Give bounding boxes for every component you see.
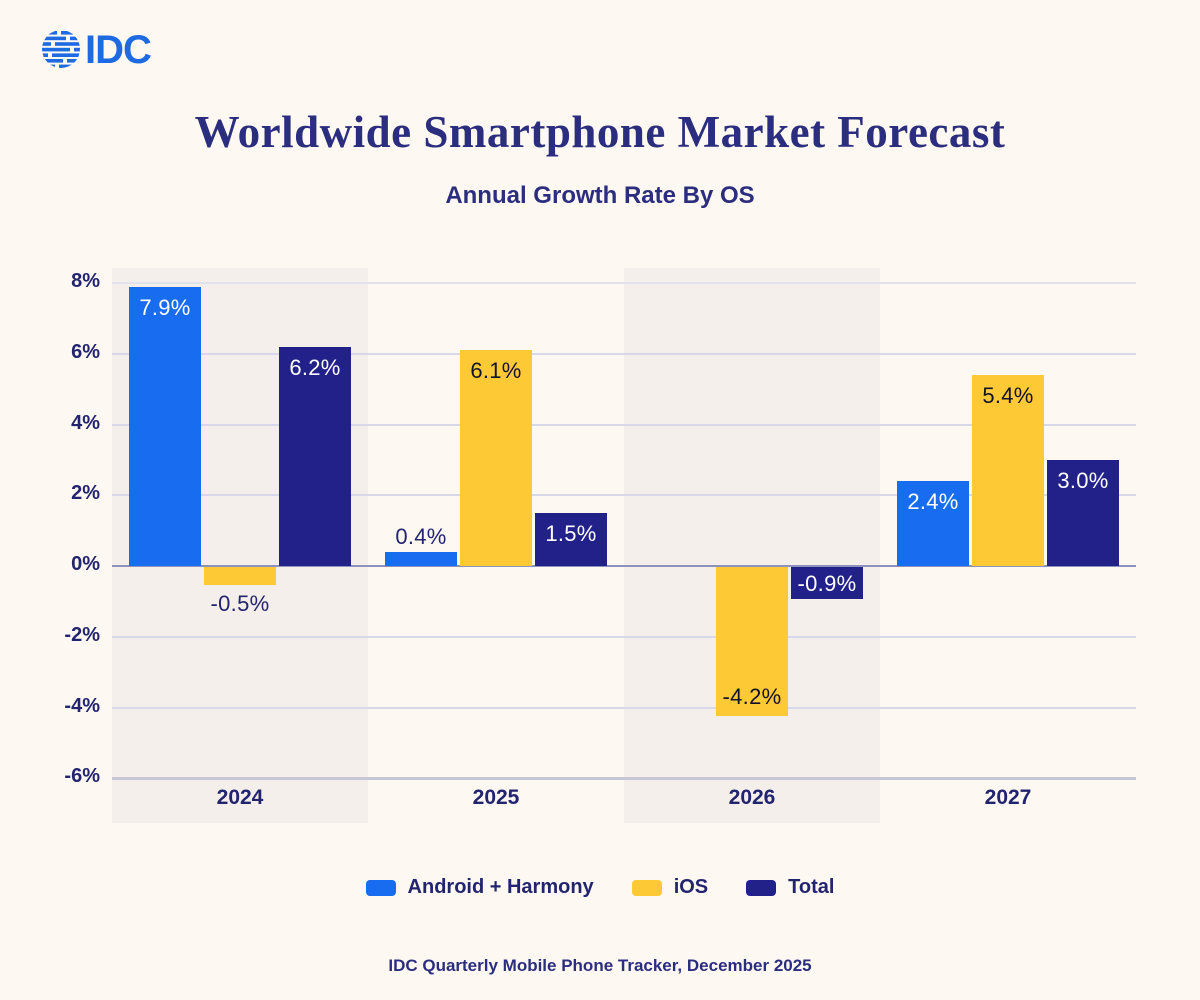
bar-value-label-android-harmony-2025: 0.4% (395, 523, 447, 549)
y-axis-tick-6pct: 6% (71, 340, 100, 363)
gridline-4pct (112, 423, 1136, 426)
bar-value-label-ios-2027: 5.4% (982, 382, 1034, 408)
bar-chart-plot-area: 8% 6% 4% 2% 0% -2% -4% -6% 2024 2025 2026 2027 7.9% 0… (64, 268, 1136, 825)
gridline--4pct (112, 706, 1136, 709)
x-axis-label-2025: 2025 (472, 786, 520, 809)
bar-value-label-ios-2025: 6.1% (470, 358, 522, 384)
gridline-8pct (112, 282, 1136, 284)
y-axis-tick-2pct: 2% (71, 482, 100, 505)
bar-android-harmony-2027 (897, 481, 969, 566)
legend-swatch-ios (631, 879, 662, 896)
idc-logo: IDC (40, 24, 162, 74)
legend-label-ios: iOS (673, 876, 709, 898)
category-band-2026 (624, 268, 880, 823)
bar-android-harmony-2025 (385, 551, 457, 566)
bar-ios-2026 (716, 567, 788, 716)
bar-value-label-total-2025: 1.5% (545, 520, 597, 546)
gridline--6pct (112, 777, 1136, 781)
bar-value-label-total-2026: -0.9% (797, 570, 857, 596)
legend-swatch-total (746, 879, 777, 896)
legend-label-android-harmony: Android + Harmony (407, 876, 594, 898)
x-axis-label-2024: 2024 (216, 786, 264, 809)
y-axis-tick--4pct: -4% (64, 694, 100, 717)
chart-source-note: IDC Quarterly Mobile Phone Tracker, Dece… (388, 956, 812, 975)
x-axis-label-2027: 2027 (984, 786, 1032, 809)
x-axis-label-2026: 2026 (728, 786, 776, 809)
bar-ios-2025 (460, 350, 532, 566)
gridline--2pct (112, 635, 1136, 638)
page-title: Worldwide Smartphone Market Forecast (194, 107, 1006, 157)
bar-total-2026 (791, 567, 863, 599)
page-subtitle: Annual Growth Rate By OS (445, 182, 755, 209)
y-axis-tick-4pct: 4% (71, 411, 100, 434)
y-axis-tick--6pct: -6% (64, 765, 100, 788)
y-axis-tick--2pct: -2% (64, 623, 100, 646)
bar-value-label-android-harmony-2027: 2.4% (907, 489, 959, 515)
bar-ios-2027 (972, 374, 1044, 566)
bar-total-2027 (1047, 459, 1119, 566)
y-axis-tick-0pct: 0% (71, 553, 100, 575)
legend-item-android-harmony: Android + Harmony (365, 876, 594, 899)
bar-ios-2024 (204, 567, 276, 585)
gridline-2pct (112, 494, 1136, 497)
idc-globe-icon: IDC (42, 28, 152, 72)
bar-value-label-ios-2024: -0.5% (210, 590, 270, 616)
legend-item-total: Total (746, 876, 834, 899)
y-axis-tick-8pct: 8% (71, 270, 100, 292)
bar-value-label-android-harmony-2024: 7.9% (139, 294, 191, 320)
gridline-6pct (112, 352, 1136, 355)
bar-total-2024 (279, 346, 351, 566)
bar-value-label-total-2024: 6.2% (289, 354, 341, 380)
bar-value-label-ios-2026: -4.2% (722, 683, 782, 709)
bar-android-harmony-2024 (129, 286, 201, 566)
bar-total-2025 (535, 512, 607, 566)
legend-label-total: Total (788, 876, 835, 898)
idc-logo-text: IDC (85, 28, 151, 72)
legend-item-ios: iOS (631, 876, 709, 899)
chart-legend: Android + Harmony iOS Total (0, 876, 1200, 899)
bar-value-label-total-2027: 3.0% (1057, 467, 1109, 493)
gridline-0pct (112, 565, 1136, 567)
legend-swatch-android-harmony (365, 879, 396, 896)
